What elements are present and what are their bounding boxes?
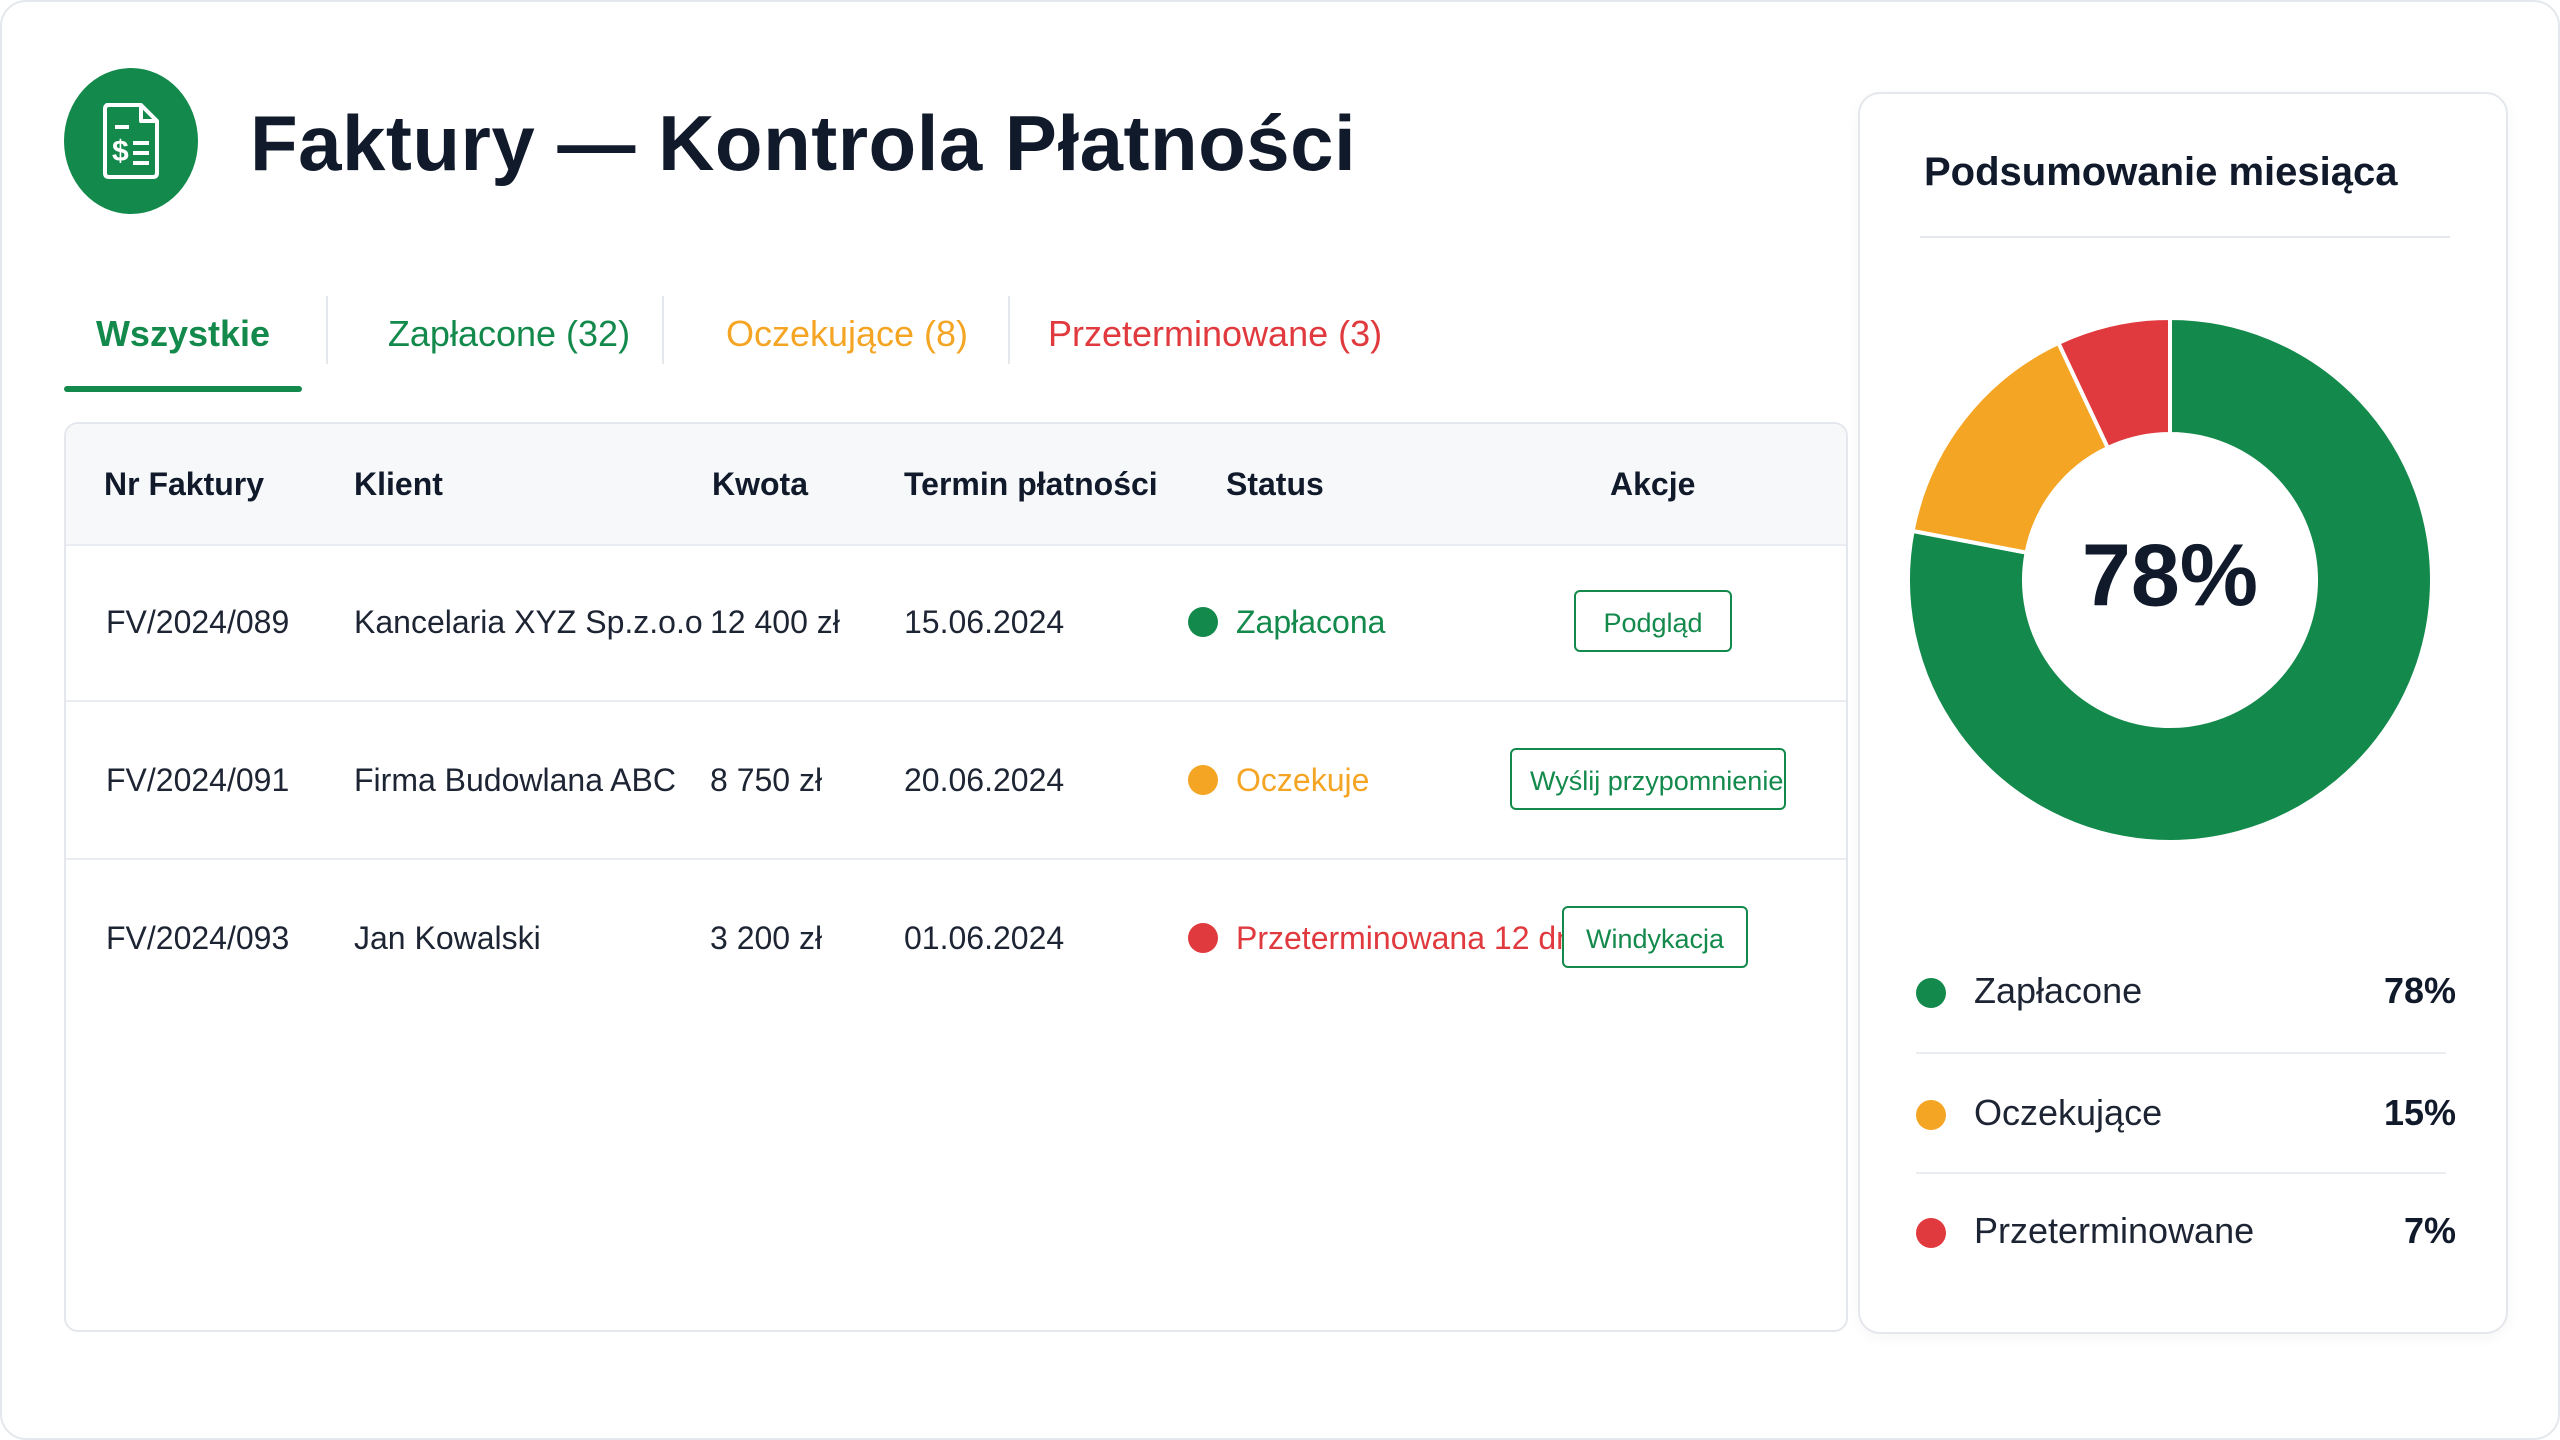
table-row: FV/2024/089 Kancelaria XYZ Sp.z.o.o 12 4… <box>66 544 1846 702</box>
tab-paid[interactable]: Zapłacone (32) <box>387 313 631 354</box>
tab-all[interactable]: Wszystkie <box>95 313 271 354</box>
legend-item-paid: Zapłacone 78% <box>1916 932 2456 1050</box>
column-header-due-date: Termin płatności <box>904 466 1158 502</box>
preview-button[interactable]: Podgląd <box>1574 590 1732 652</box>
client-name: Kancelaria XYZ Sp.z.o.o <box>354 604 703 640</box>
invoice-dollar-icon: $ <box>64 68 198 214</box>
tab-separator <box>662 296 664 364</box>
active-tab-indicator <box>64 386 302 392</box>
column-header-actions: Akcje <box>1610 466 1696 502</box>
status-dot <box>1188 765 1218 795</box>
summary-divider <box>1920 236 2450 238</box>
legend-dot <box>1916 1218 1946 1248</box>
legend-label: Przeterminowane <box>1974 1210 2255 1251</box>
client-name: Jan Kowalski <box>354 920 541 956</box>
legend-value: 7% <box>2403 1210 2456 1251</box>
invoice-amount: 3 200 zł <box>710 920 823 956</box>
monthly-summary-card: Podsumowanie miesiąca 78% Zapłacone 78% … <box>1858 92 2508 1334</box>
status-dot <box>1188 607 1218 637</box>
invoice-amount: 8 750 zł <box>710 762 823 798</box>
legend-divider <box>1916 1052 2446 1054</box>
tab-overdue[interactable]: Przeterminowane (3) <box>1048 313 1383 354</box>
legend-item-pending: Oczekujące 15% <box>1916 1054 2456 1172</box>
donut-slice-overdue <box>2055 315 2172 451</box>
legend-item-overdue: Przeterminowane 7% <box>1916 1172 2456 1290</box>
legend-dot <box>1916 978 1946 1008</box>
status-badge: Oczekuje <box>1188 702 1369 858</box>
column-header-number: Nr Faktury <box>104 466 265 502</box>
tab-pending[interactable]: Oczekujące (8) <box>725 313 969 354</box>
legend-label: Zapłacone <box>1974 970 2143 1011</box>
due-date: 15.06.2024 <box>904 604 1065 640</box>
invoice-number: FV/2024/091 <box>106 762 290 798</box>
svg-text:$: $ <box>112 135 129 168</box>
tab-separator <box>326 296 328 364</box>
invoice-amount: 12 400 zł <box>710 604 840 640</box>
column-header-status: Status <box>1226 466 1324 502</box>
column-header-amount: Kwota <box>712 466 808 502</box>
status-badge: Zapłacona <box>1188 544 1385 700</box>
legend-value: 15% <box>2383 1092 2456 1133</box>
due-date: 20.06.2024 <box>904 762 1065 798</box>
legend-value: 78% <box>2383 970 2456 1011</box>
send-reminder-button[interactable]: Wyślij przypomnienie <box>1510 748 1786 810</box>
table-row: FV/2024/093 Jan Kowalski 3 200 zł 01.06.… <box>66 860 1846 1016</box>
tab-separator <box>1008 296 1010 364</box>
status-dot <box>1188 923 1218 953</box>
summary-title: Podsumowanie miesiąca <box>1924 150 2398 194</box>
status-label: Oczekuje <box>1236 761 1370 798</box>
invoice-number: FV/2024/089 <box>106 604 290 640</box>
client-name: Firma Budowlana ABC <box>354 762 676 798</box>
legend-divider <box>1916 1172 2446 1174</box>
status-badge: Przeterminowana 12 dni <box>1188 860 1581 1016</box>
donut-center-value: 78% <box>2082 525 2258 624</box>
donut-slice-pending <box>1910 340 2111 555</box>
invoice-table: Nr Faktury Klient Kwota Termin płatności… <box>64 422 1848 1332</box>
table-row: FV/2024/091 Firma Budowlana ABC 8 750 zł… <box>66 702 1846 860</box>
column-header-client: Klient <box>354 466 443 502</box>
legend-label: Oczekujące <box>1974 1092 2163 1133</box>
payment-donut-chart: 78% <box>1906 315 2434 844</box>
legend-dot <box>1916 1100 1946 1130</box>
invoice-number: FV/2024/093 <box>106 920 290 956</box>
status-label: Zapłacona <box>1236 603 1386 640</box>
donut-slice-paid <box>1906 315 2434 844</box>
page-title: Faktury — Kontrola Płatności <box>250 99 1357 187</box>
status-label: Przeterminowana 12 dni <box>1236 919 1582 956</box>
due-date: 01.06.2024 <box>904 920 1065 956</box>
debt-collection-button[interactable]: Windykacja <box>1562 906 1748 968</box>
table-header: Nr Faktury Klient Kwota Termin płatności… <box>66 424 1846 546</box>
